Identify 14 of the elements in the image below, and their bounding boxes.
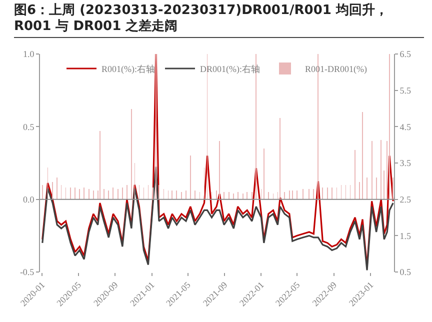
y2-tick-label: 4.5 [400,122,412,132]
chart-title: 图6：上周 (20230313-20230317)DR001/R001 均回升，R001 与 DR001 之差走阔 [14,3,424,38]
y-tick-label: 0.0 [22,194,35,204]
y2-tick-label: 3.5 [400,158,412,168]
y2-tick-label: 1.5 [400,230,412,241]
line-series [42,166,394,271]
y-tick-label: 0.5 [22,122,35,132]
y-tick-label: 1.0 [22,49,35,60]
y2-tick-label: 2.5 [400,194,412,204]
y2-tick-label: 6.5 [400,49,412,60]
y-tick-label: -0.5 [20,267,35,278]
legend-label: R001(%):右轴 [102,64,155,74]
y2-tick-label: 5.5 [400,85,412,96]
y2-tick-label: 0.5 [400,267,412,278]
